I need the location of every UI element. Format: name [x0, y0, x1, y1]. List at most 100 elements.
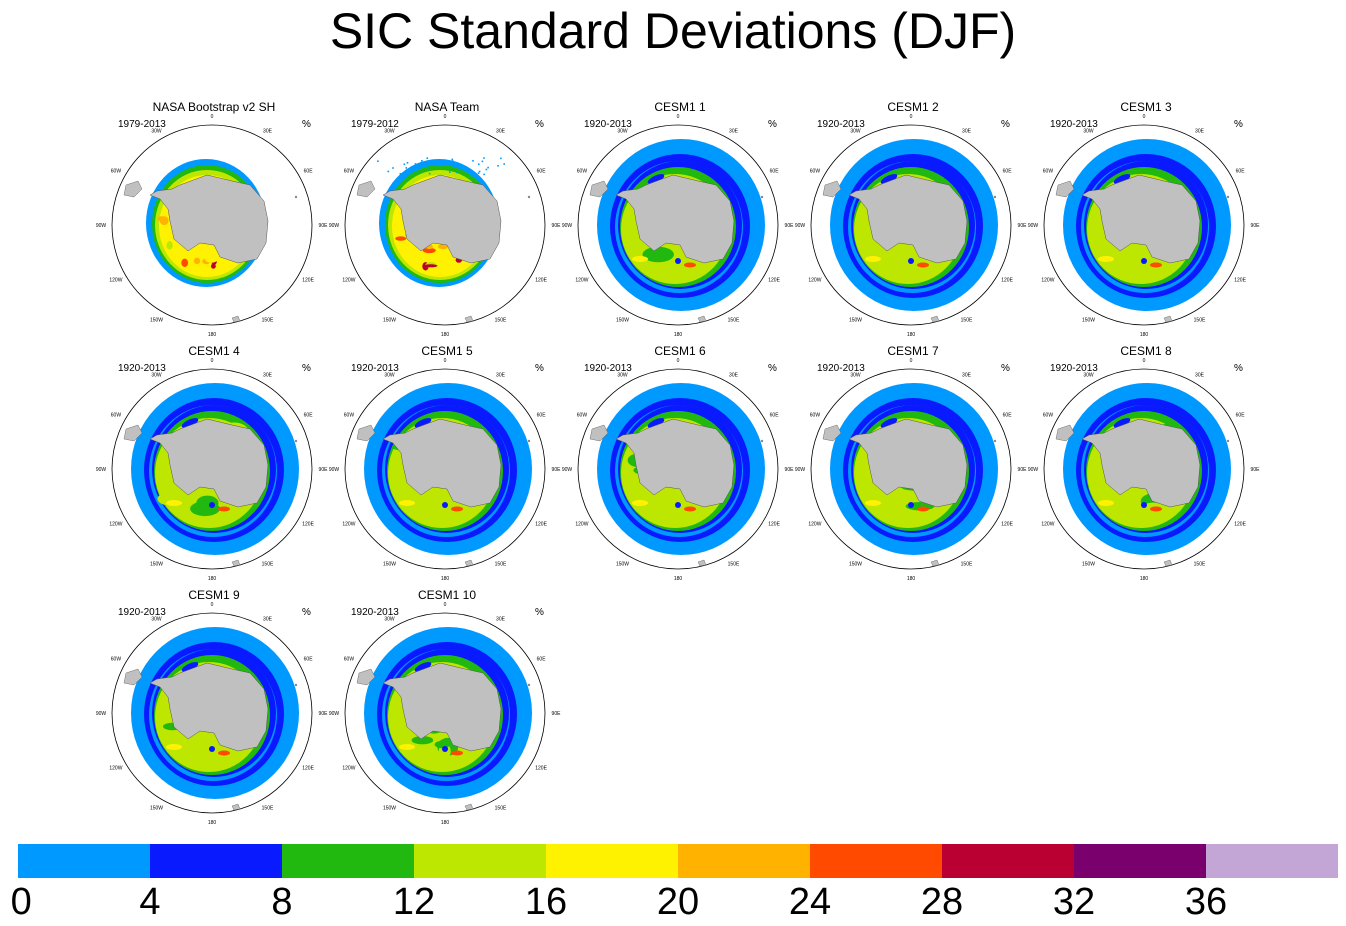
map-panel: 0 30E 60E 90E 120E 150E 180 150W 120W 90W 60W 30W CE…: [329, 588, 578, 840]
longitude-label: 60W: [577, 169, 588, 175]
panel-unit: %: [1001, 119, 1010, 130]
longitude-label: 150W: [616, 561, 629, 567]
longitude-label: 180: [674, 332, 683, 338]
map-panel: 0 30E 60E 90E 120E 150E 180 150W 120W 90W 60W 30W CE…: [329, 344, 578, 596]
longitude-label: 60W: [344, 413, 355, 419]
longitude-label: 90E: [552, 711, 562, 717]
longitude-label: 150E: [1194, 561, 1206, 567]
longitude-label: 90W: [1028, 467, 1039, 473]
panel-title: NASA Bootstrap v2 SH: [152, 100, 276, 114]
longitude-label: 180: [907, 576, 916, 582]
polar-map: 0 30E 60E 90E 120E 150E 180 150W 120W 90W 60W 30W: [329, 602, 561, 826]
longitude-label: 60E: [304, 657, 314, 663]
longitude-label: 30W: [617, 129, 628, 135]
longitude-label: 90E: [1018, 223, 1028, 229]
longitude-label: 120W: [575, 278, 588, 284]
polar-map: 0 30E 60E 90E 120E 150E 180 150W 120W 90W 60W 30W: [96, 358, 328, 582]
longitude-label: 150W: [383, 561, 396, 567]
longitude-label: 150E: [495, 317, 507, 323]
longitude-label: 30E: [729, 129, 739, 135]
longitude-label: 90E: [319, 223, 329, 229]
longitude-label: 120E: [1001, 278, 1013, 284]
colorbar-tick-label: 12: [392, 881, 436, 923]
longitude-label: 0: [444, 358, 447, 364]
panel-unit: %: [302, 119, 311, 130]
longitude-label: 120W: [342, 522, 355, 528]
longitude-label: 60E: [537, 169, 547, 175]
longitude-label: 0: [910, 358, 913, 364]
longitude-label: 120W: [342, 278, 355, 284]
longitude-label: 180: [674, 576, 683, 582]
longitude-label: 180: [1140, 576, 1149, 582]
longitude-label: 90W: [562, 223, 573, 229]
longitude-label: 30W: [1083, 129, 1094, 135]
colorbar-tick-label: 32: [1052, 881, 1096, 923]
panel-period: 1920-2013: [1050, 119, 1098, 130]
longitude-label: 90W: [96, 223, 107, 229]
colorbar-swatch: [678, 844, 810, 878]
longitude-label: 30W: [151, 373, 162, 379]
longitude-label: 120W: [342, 766, 355, 772]
longitude-label: 60E: [304, 413, 314, 419]
longitude-label: 90W: [329, 711, 340, 717]
longitude-label: 30W: [617, 373, 628, 379]
longitude-label: 60W: [1043, 169, 1054, 175]
panel-period: 1920-2013: [1050, 363, 1098, 374]
longitude-label: 150E: [495, 805, 507, 811]
polar-map: 0 30E 60E 90E 120E 150E 180 150W 120W 90W 60W 30W: [795, 114, 1027, 338]
map-panel: 0 30E 60E 90E 120E 150E 180 150W 120W 90W 60W 30W CE…: [96, 344, 345, 596]
longitude-label: 120E: [768, 278, 780, 284]
longitude-label: 30E: [496, 373, 506, 379]
polar-map: 0 30E 60E 90E 120E 150E 180 150W 120W 90W 60W 30W: [329, 114, 561, 338]
longitude-label: 90E: [552, 467, 562, 473]
panel-title: CESM1 2: [887, 100, 939, 114]
longitude-label: 60E: [537, 413, 547, 419]
colorbar-tick-label: 16: [524, 881, 568, 923]
panel-period: 1920-2013: [584, 119, 632, 130]
panel-unit: %: [535, 119, 544, 130]
longitude-label: 0: [211, 602, 214, 608]
panel-unit: %: [768, 363, 777, 374]
map-panel: 0 30E 60E 90E 120E 150E 180 150W 120W 90W 60W 30W NA…: [329, 100, 578, 352]
panel-unit: %: [1001, 363, 1010, 374]
colorbar-swatch: [150, 844, 282, 878]
longitude-label: 150W: [150, 561, 163, 567]
longitude-label: 60W: [344, 169, 355, 175]
panel-title: CESM1 4: [188, 344, 240, 358]
longitude-label: 30W: [151, 617, 162, 623]
longitude-label: 90E: [1251, 467, 1261, 473]
panel-title: CESM1 10: [417, 588, 477, 602]
map-panel: 0 30E 60E 90E 120E 150E 180 150W 120W 90W 60W 30W CE…: [562, 344, 811, 596]
longitude-label: 150E: [961, 561, 973, 567]
longitude-label: 150E: [262, 317, 274, 323]
panel-unit: %: [535, 363, 544, 374]
longitude-label: 120W: [575, 522, 588, 528]
colorbar-swatch: [810, 844, 942, 878]
longitude-label: 120W: [808, 278, 821, 284]
longitude-label: 30W: [384, 373, 395, 379]
colorbar-tick-label: 24: [788, 881, 832, 923]
longitude-label: 90W: [1028, 223, 1039, 229]
longitude-label: 90W: [329, 467, 340, 473]
colorbar-tick-label: 20: [656, 881, 700, 923]
colorbar-tick-label: 4: [139, 881, 161, 923]
longitude-label: 0: [910, 114, 913, 120]
polar-map: 0 30E 60E 90E 120E 150E 180 150W 120W 90W 60W 30W: [329, 358, 561, 582]
polar-map: 0 30E 60E 90E 120E 150E 180 150W 120W 90W 60W 30W: [96, 602, 328, 826]
longitude-label: 90E: [1251, 223, 1261, 229]
longitude-label: 120W: [109, 522, 122, 528]
panel-period: 1920-2013: [584, 363, 632, 374]
colorbar-tick-label: 8: [271, 881, 293, 923]
longitude-label: 180: [441, 820, 450, 826]
colorbar-swatch: [546, 844, 678, 878]
longitude-label: 90E: [552, 223, 562, 229]
longitude-label: 30W: [850, 373, 861, 379]
longitude-label: 60W: [1043, 413, 1054, 419]
longitude-label: 180: [441, 332, 450, 338]
colorbar-tick-label: 36: [1184, 881, 1228, 923]
longitude-label: 150W: [849, 317, 862, 323]
longitude-label: 60W: [577, 413, 588, 419]
panel-title: NASA Team: [414, 100, 480, 114]
longitude-label: 120E: [302, 766, 314, 772]
panel-period: 1979-2012: [351, 119, 399, 130]
